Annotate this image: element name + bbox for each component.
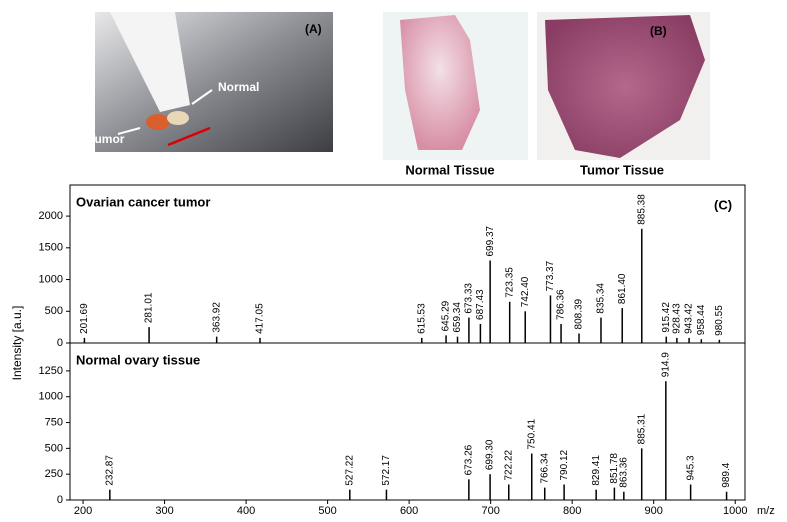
peak-label: 808.39 [574,298,585,329]
peak-label: 915.42 [661,302,672,333]
peak-label: 790.12 [559,449,570,480]
peak-label: 750.41 [526,418,537,449]
arrow [117,127,141,135]
peak-label: 980.55 [714,305,725,336]
peak-label: 943.42 [684,303,695,334]
peak-label: 699.30 [485,439,496,470]
x-tick-label: 200 [74,505,92,517]
peak-label: 914.9 [660,352,671,377]
spectrum-title: Ovarian cancer tumor [76,194,210,209]
peak-label: 928.43 [672,303,683,334]
y-tick-label: 500 [45,305,63,317]
normal-label: Normal [218,80,259,94]
tumor-label: Tumor [88,132,125,146]
y-tick-label: 0 [57,337,63,349]
peak-label: 723.35 [504,267,515,298]
peak-label: 687.43 [475,289,486,320]
peak-label: 786.36 [556,289,567,320]
x-tick-label: 800 [563,505,581,517]
panel-label: (A) [305,22,322,36]
x-tick-label: 1000 [723,505,747,517]
y-axis-label: Intensity [a.u.] [10,306,24,381]
peak-label: 659.34 [452,302,463,333]
caption: Normal Tissue [405,162,494,177]
x-tick-label: 900 [645,505,663,517]
y-tick-label: 250 [45,468,63,480]
peak-label: 863.36 [618,457,629,488]
tumor-tissue [545,15,705,158]
peak-label: 742.40 [520,276,531,307]
y-tick-label: 1250 [39,365,63,377]
peak-label: 766.34 [539,453,550,484]
y-tick-label: 1000 [39,273,63,285]
x-axis-label: m/z [757,505,775,517]
peak-label: 527.22 [344,455,355,486]
peak-label: 861.40 [617,273,628,304]
panel-label: (B) [650,24,667,38]
y-tick-label: 1500 [39,242,63,254]
red-arrow [167,126,211,147]
y-tick-label: 2000 [39,210,63,222]
peak-label: 201.69 [79,303,90,334]
peak-label: 773.37 [545,260,556,291]
peak-label: 281.01 [144,292,155,323]
peak-label: 945.3 [685,455,696,480]
x-tick-label: 600 [400,505,418,517]
normal-tissue [400,15,480,150]
sample-holder [110,12,190,112]
peak-label: 673.26 [463,444,474,475]
peak-label: 699.37 [485,225,496,256]
peak-label: 885.38 [636,194,647,225]
y-tick-label: 500 [45,442,63,454]
normal-piece [167,111,189,125]
peak-label: 989.4 [721,462,732,487]
peak-label: 232.87 [104,455,115,486]
caption: Tumor Tissue [580,162,664,177]
panel-label: (C) [714,197,732,212]
x-tick-label: 700 [481,505,499,517]
peak-label: 417.05 [255,303,266,334]
y-tick-label: 750 [45,416,63,428]
tumor-piece [146,114,170,130]
peak-label: 835.34 [596,283,607,314]
y-tick-label: 0 [57,494,63,506]
plot-frame [69,342,746,501]
x-tick-label: 500 [318,505,336,517]
peak-label: 885.31 [636,413,647,444]
peak-label: 851.78 [609,453,620,484]
peak-label: 645.29 [441,300,452,331]
peak-label: 572.17 [381,455,392,486]
spectrum-title: Normal ovary tissue [76,352,200,367]
x-tick-label: 400 [237,505,255,517]
y-tick-label: 1000 [39,391,63,403]
peak-label: 722.22 [503,449,514,480]
x-tick-label: 300 [155,505,173,517]
peak-label: 958.44 [696,304,707,335]
peak-label: 615.53 [416,303,427,334]
arrow [191,89,213,105]
peak-label: 363.92 [211,302,222,333]
peak-label: 829.41 [591,455,602,486]
peak-label: 673.33 [464,283,475,314]
